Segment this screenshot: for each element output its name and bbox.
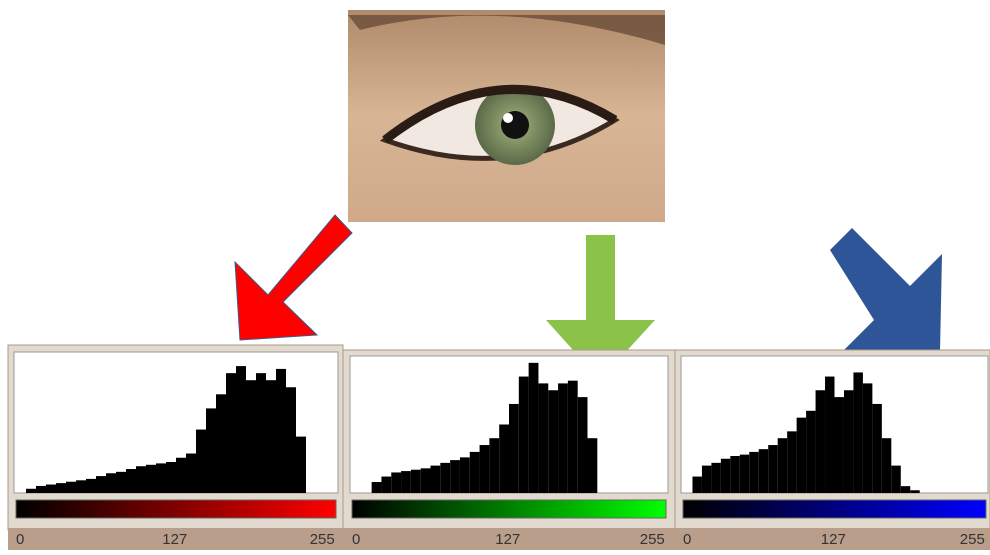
histogram-bar [519, 377, 529, 493]
histogram-bar [401, 471, 411, 493]
histogram-bar [702, 466, 711, 493]
histogram-bar [711, 463, 720, 493]
histogram-bar [529, 363, 539, 493]
histogram-bar [166, 462, 176, 493]
histogram-bar [226, 373, 236, 493]
x-tick-label: 0 [352, 531, 360, 548]
histogram-bar [66, 482, 76, 493]
histogram-bar [411, 470, 421, 493]
figure: 0 127 255 0 127 255 0 127 255 [0, 0, 990, 550]
histogram-bar [116, 472, 126, 493]
histogram-bar [835, 397, 844, 493]
histogram-bar [96, 476, 106, 493]
histogram-bar [692, 477, 701, 493]
red-arrow [235, 215, 352, 340]
histogram-bar [588, 438, 598, 493]
histogram-bar [421, 468, 431, 493]
histogram-bar [196, 430, 206, 493]
eye-photo [348, 10, 665, 222]
x-tick-label: 255 [640, 531, 665, 548]
histogram-bar [146, 465, 156, 493]
histogram-bar [216, 394, 226, 493]
histogram-bar [46, 485, 56, 493]
histogram-bar [440, 463, 450, 493]
histogram-bar [156, 463, 166, 493]
histogram-bar [910, 490, 919, 493]
histogram-bar [901, 486, 910, 493]
histogram-bar [480, 445, 490, 493]
histogram-bar [489, 438, 499, 493]
histogram-bar [381, 477, 391, 493]
histogram-bar [787, 431, 796, 493]
histogram-bar [236, 366, 246, 493]
x-tick-label: 127 [162, 531, 187, 548]
histogram-bar [246, 380, 256, 493]
histogram-bar [538, 383, 548, 493]
histogram-bar [276, 369, 286, 493]
histograms: 0 127 255 0 127 255 0 127 255 [8, 345, 990, 550]
histogram-bar [872, 404, 881, 493]
histogram-bar [578, 397, 588, 493]
histogram-bar [296, 437, 306, 493]
histogram-bar [568, 381, 578, 493]
histogram-bar [548, 390, 558, 493]
histogram-bar [206, 408, 216, 493]
histogram-bar [391, 472, 401, 493]
color-bar [683, 500, 986, 518]
histogram-bar [86, 479, 96, 493]
histogram-bar [470, 452, 480, 493]
histogram-bar [863, 383, 872, 493]
histogram-bar [36, 486, 46, 493]
histogram-bar [26, 489, 36, 493]
histogram-bar [460, 457, 470, 493]
histogram-bar [76, 480, 86, 493]
histogram-bar [106, 473, 116, 493]
histogram-bar [882, 438, 891, 493]
histogram-bar [126, 469, 136, 493]
histogram-bar [806, 411, 815, 493]
histogram-bar [176, 458, 186, 493]
histogram-bar [558, 383, 568, 493]
color-bar [352, 500, 666, 518]
histogram-bar [768, 445, 777, 493]
x-tick-label: 0 [683, 531, 691, 548]
x-tick-label: 0 [16, 531, 24, 548]
histogram-bar [749, 452, 758, 493]
histogram-bar [186, 454, 196, 493]
histogram-bar [56, 483, 66, 493]
histogram-bar [730, 456, 739, 493]
histogram-bar [825, 377, 834, 493]
histogram-bar [431, 466, 441, 493]
histogram-bar [844, 390, 853, 493]
blue-arrow [830, 228, 942, 352]
histogram-bar [891, 466, 900, 493]
histogram-bar [286, 387, 296, 493]
x-tick-label: 127 [821, 531, 846, 548]
color-bar [16, 500, 336, 518]
histogram-bar [797, 418, 806, 493]
x-tick-label: 127 [495, 531, 520, 548]
histogram-bar [136, 466, 146, 493]
histogram-bar [450, 460, 460, 493]
histogram-bar [759, 449, 768, 493]
histogram-bar [256, 373, 266, 493]
histogram-bar [778, 438, 787, 493]
histogram-bar [740, 455, 749, 493]
histogram-bar [853, 372, 862, 493]
histogram-bar [266, 380, 276, 493]
histogram-bar [816, 390, 825, 493]
histogram-bar [372, 482, 382, 493]
x-tick-label: 255 [960, 531, 985, 548]
histogram-bar [509, 404, 519, 493]
histogram-bar [499, 425, 509, 494]
histogram-bar [721, 459, 730, 493]
x-tick-label: 255 [310, 531, 335, 548]
page: 012725501272550127255 (() => { const dat… [0, 0, 990, 550]
